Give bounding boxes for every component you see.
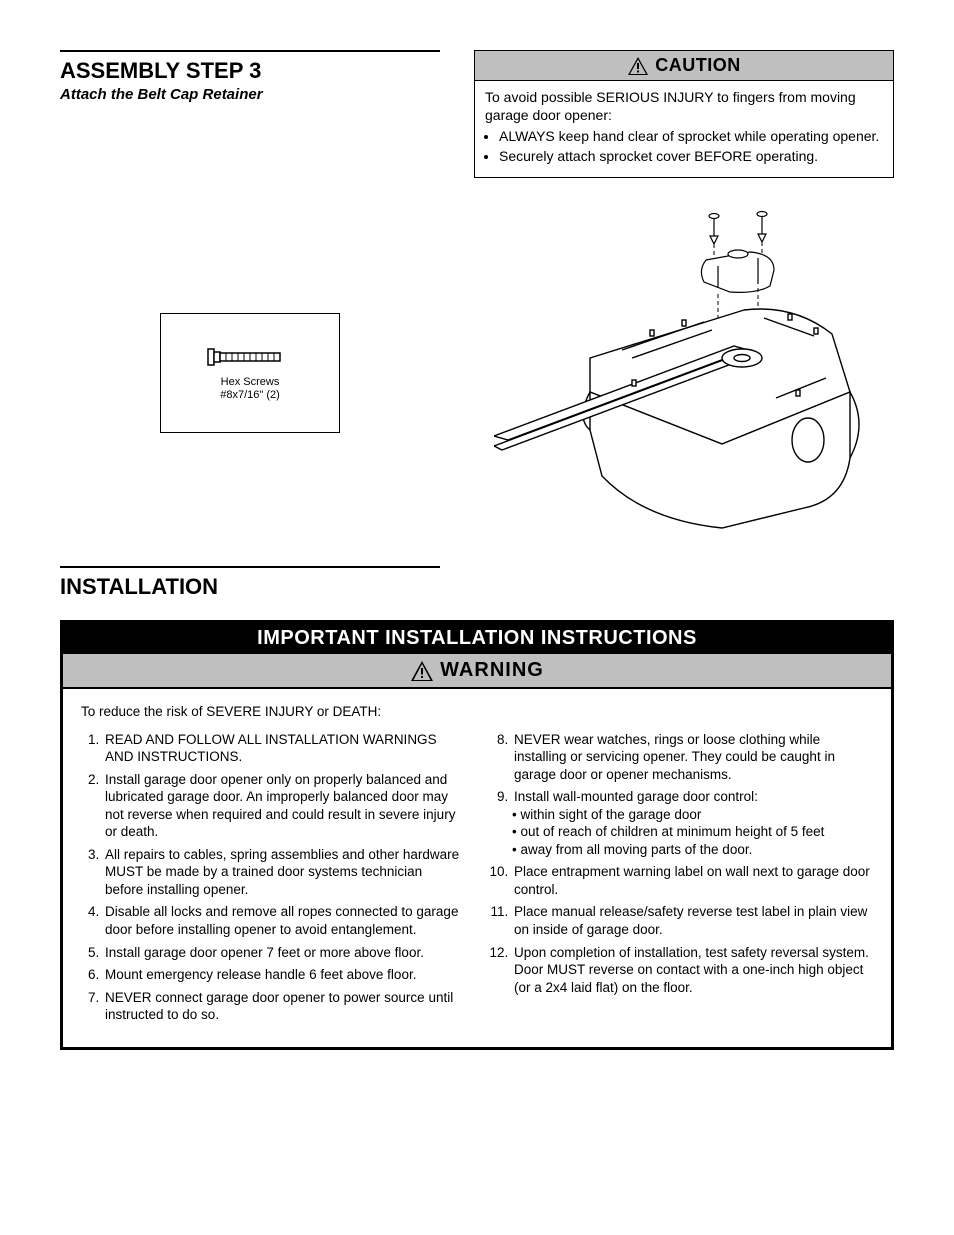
figures-row: Hex Screws #8x7/16" (2): [60, 208, 894, 538]
warning-col-right: NEVER wear watches, rings or loose cloth…: [490, 731, 873, 1029]
warning-item: NEVER wear watches, rings or loose cloth…: [512, 731, 873, 784]
warning-sub-item: • within sight of the garage door: [512, 806, 873, 824]
caution-intro: To avoid possible SERIOUS INJURY to fing…: [485, 89, 883, 124]
exploded-figure: [474, 208, 894, 538]
warning-list-right: NEVER wear watches, rings or loose cloth…: [490, 731, 873, 997]
warning-item: Mount emergency release handle 6 feet ab…: [103, 966, 464, 984]
warning-item: Upon completion of installation, test sa…: [512, 944, 873, 997]
warning-body: To reduce the risk of SEVERE INJURY or D…: [63, 689, 891, 1047]
warning-item: READ AND FOLLOW ALL INSTALLATION WARNING…: [103, 731, 464, 766]
warning-sub-bullets: • within sight of the garage door • out …: [512, 806, 873, 859]
caution-label: CAUTION: [655, 55, 741, 76]
warning-item: All repairs to cables, spring assemblies…: [103, 846, 464, 899]
hardware-figure: Hex Screws #8x7/16" (2): [60, 313, 440, 433]
warning-triangle-icon: [627, 56, 649, 76]
installation-rule: [60, 566, 440, 568]
caution-bullets: ALWAYS keep hand clear of sprocket while…: [485, 128, 883, 165]
caution-header: CAUTION: [475, 51, 893, 81]
assembly-heading-block: ASSEMBLY STEP 3 Attach the Belt Cap Reta…: [60, 50, 440, 103]
assembly-subtitle: Attach the Belt Cap Retainer: [60, 86, 440, 103]
warning-item: Disable all locks and remove all ropes c…: [103, 903, 464, 938]
hardware-box: Hex Screws #8x7/16" (2): [160, 313, 340, 433]
warning-sub-item: • out of reach of children at minimum he…: [512, 823, 873, 841]
caution-block: CAUTION To avoid possible SERIOUS INJURY…: [474, 50, 894, 178]
caution-bullet: Securely attach sprocket cover BEFORE op…: [499, 148, 883, 166]
hex-screw-icon: [206, 344, 294, 370]
motor-unit-illustration: [494, 208, 874, 538]
warning-item-text: Install wall-mounted garage door control…: [514, 789, 758, 804]
warning-item: Place manual release/safety reverse test…: [512, 903, 873, 938]
warning-sub-item: • away from all moving parts of the door…: [512, 841, 873, 859]
hardware-label-1: Hex Screws: [221, 376, 280, 389]
warning-item: NEVER connect garage door opener to powe…: [103, 989, 464, 1024]
warning-item: Install wall-mounted garage door control…: [512, 788, 873, 858]
warning-col-left: READ AND FOLLOW ALL INSTALLATION WARNING…: [81, 731, 464, 1029]
important-instructions-title: IMPORTANT INSTALLATION INSTRUCTIONS: [63, 623, 891, 654]
installation-heading-block: INSTALLATION: [60, 566, 440, 600]
manual-page: ASSEMBLY STEP 3 Attach the Belt Cap Reta…: [0, 0, 954, 1110]
warning-triangle-icon: [410, 660, 434, 682]
top-row: ASSEMBLY STEP 3 Attach the Belt Cap Reta…: [60, 50, 894, 178]
warning-item: Place entrapment warning label on wall n…: [512, 863, 873, 898]
assembly-step-title: ASSEMBLY STEP 3: [60, 58, 440, 84]
heading-rule: [60, 50, 440, 52]
warning-item: Install garage door opener only on prope…: [103, 771, 464, 841]
warning-header: WARNING: [63, 654, 891, 689]
warning-columns: READ AND FOLLOW ALL INSTALLATION WARNING…: [81, 731, 873, 1029]
hardware-label-2: #8x7/16" (2): [220, 389, 280, 402]
warning-list-left: READ AND FOLLOW ALL INSTALLATION WARNING…: [81, 731, 464, 1024]
caution-body: To avoid possible SERIOUS INJURY to fing…: [475, 81, 893, 177]
installation-title: INSTALLATION: [60, 574, 440, 600]
caution-box: CAUTION To avoid possible SERIOUS INJURY…: [474, 50, 894, 178]
caution-bullet: ALWAYS keep hand clear of sprocket while…: [499, 128, 883, 146]
warning-label: WARNING: [440, 659, 544, 682]
warning-item: Install garage door opener 7 feet or mor…: [103, 944, 464, 962]
important-instructions-box: IMPORTANT INSTALLATION INSTRUCTIONS WARN…: [60, 620, 894, 1050]
warning-lead: To reduce the risk of SEVERE INJURY or D…: [81, 703, 873, 721]
